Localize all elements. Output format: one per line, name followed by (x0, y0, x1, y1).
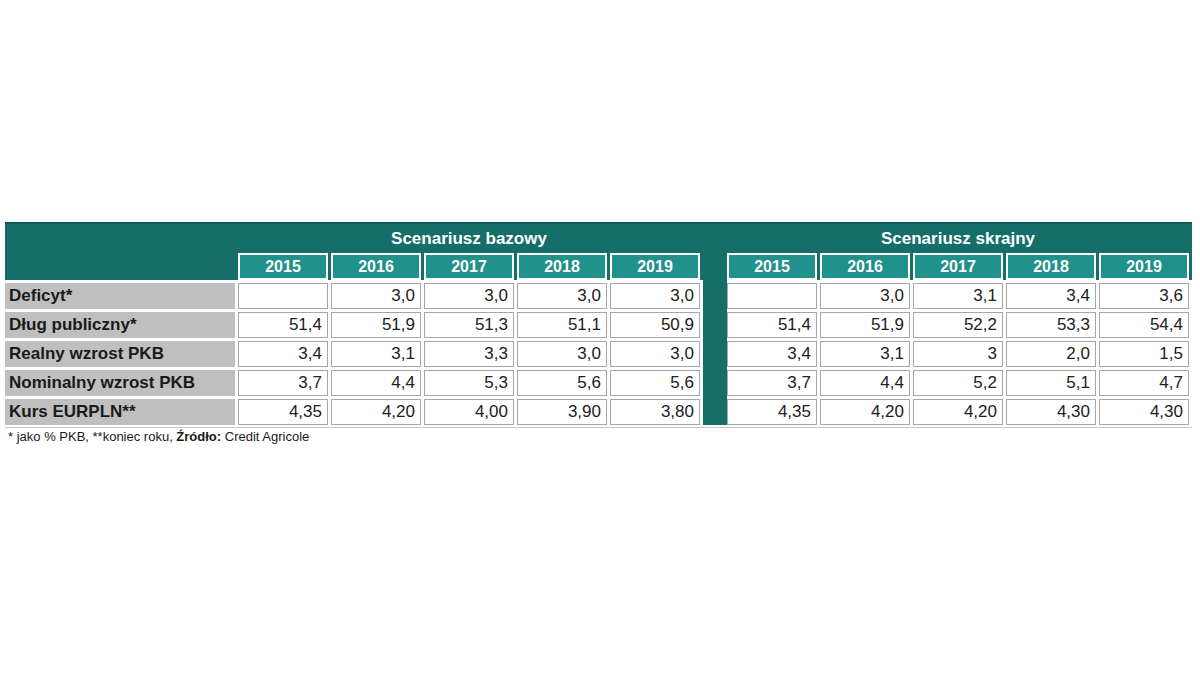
cell-bazowy: 5,3 (424, 370, 514, 396)
cell-skrajny: 3,4 (727, 341, 817, 367)
cell-bazowy: 4,4 (331, 370, 421, 396)
cell-bazowy: 3,90 (517, 399, 607, 425)
cell-skrajny: 1,5 (1099, 341, 1189, 367)
cell-bazowy: 3,0 (610, 341, 700, 367)
scenario-table: Scenariusz bazowy Scenariusz skrajny 201… (5, 222, 1192, 428)
cell-skrajny: 3,1 (913, 283, 1003, 309)
cell-skrajny: 4,7 (1099, 370, 1189, 396)
cell-skrajny: 4,20 (913, 399, 1003, 425)
cell-skrajny: 4,30 (1006, 399, 1096, 425)
row-label: Kurs EURPLN** (5, 399, 235, 425)
cell-skrajny: 5,1 (1006, 370, 1096, 396)
cell-skrajny: 4,30 (1099, 399, 1189, 425)
table-header-band: Scenariusz bazowy Scenariusz skrajny 201… (5, 222, 1192, 280)
cell-bazowy: 50,9 (610, 312, 700, 338)
year-header-bazowy-2015: 2015 (238, 253, 328, 280)
cell-bazowy: 51,4 (238, 312, 328, 338)
cell-skrajny (727, 283, 817, 309)
table-row: Kurs EURPLN** 4,35 4,20 4,00 3,90 3,80 4… (5, 399, 1192, 425)
cell-bazowy: 3,4 (238, 341, 328, 367)
year-header-bazowy-2017: 2017 (424, 253, 514, 280)
cell-skrajny: 3,4 (1006, 283, 1096, 309)
table-body: Deficyt* 3,0 3,0 3,0 3,0 3,0 3,1 3,4 3,6… (5, 283, 1192, 428)
year-header-skrajny-2017: 2017 (913, 253, 1003, 280)
cell-bazowy: 4,35 (238, 399, 328, 425)
year-header-skrajny-2019: 2019 (1099, 253, 1189, 280)
cell-bazowy (238, 283, 328, 309)
cell-bazowy: 3,80 (610, 399, 700, 425)
page: { "chart_data": { "type": "table", "titl… (0, 0, 1200, 675)
year-header-skrajny-2018: 2018 (1006, 253, 1096, 280)
cell-skrajny: 54,4 (1099, 312, 1189, 338)
cell-bazowy: 3,1 (331, 341, 421, 367)
cell-skrajny: 3,6 (1099, 283, 1189, 309)
cell-skrajny: 4,4 (820, 370, 910, 396)
year-header-bazowy-2016: 2016 (331, 253, 421, 280)
cell-bazowy: 4,20 (331, 399, 421, 425)
footnote-text: * jako % PKB, **koniec roku, (8, 429, 176, 444)
cell-skrajny: 5,2 (913, 370, 1003, 396)
cell-bazowy: 5,6 (517, 370, 607, 396)
cell-skrajny: 4,20 (820, 399, 910, 425)
table-row: Dług publiczny* 51,4 51,9 51,3 51,1 50,9… (5, 312, 1192, 338)
cell-skrajny: 3,1 (820, 341, 910, 367)
row-label: Dług publiczny* (5, 312, 235, 338)
cell-skrajny: 51,4 (727, 312, 817, 338)
cell-bazowy: 3,7 (238, 370, 328, 396)
cell-bazowy: 51,3 (424, 312, 514, 338)
cell-bazowy: 3,0 (331, 283, 421, 309)
cell-skrajny: 3,0 (820, 283, 910, 309)
cell-skrajny: 52,2 (913, 312, 1003, 338)
table-row: Deficyt* 3,0 3,0 3,0 3,0 3,0 3,1 3,4 3,6 (5, 283, 1192, 309)
cell-bazowy: 51,1 (517, 312, 607, 338)
cell-skrajny: 51,9 (820, 312, 910, 338)
section-separator (703, 225, 727, 425)
cell-bazowy: 3,0 (610, 283, 700, 309)
cell-bazowy: 51,9 (331, 312, 421, 338)
table-row: Realny wzrost PKB 3,4 3,1 3,3 3,0 3,0 3,… (5, 341, 1192, 367)
footnote-source-label: Źródło: (176, 429, 221, 444)
footnote-source-value: Credit Agricole (221, 429, 309, 444)
cell-skrajny: 3,7 (727, 370, 817, 396)
cell-skrajny: 2,0 (1006, 341, 1096, 367)
year-header-skrajny-2015: 2015 (727, 253, 817, 280)
row-label: Realny wzrost PKB (5, 341, 235, 367)
year-header-bazowy-2019: 2019 (610, 253, 700, 280)
cell-bazowy: 3,0 (517, 283, 607, 309)
cell-skrajny: 4,35 (727, 399, 817, 425)
cell-bazowy: 3,0 (517, 341, 607, 367)
row-label: Nominalny wzrost PKB (5, 370, 235, 396)
year-header-skrajny-2016: 2016 (820, 253, 910, 280)
section-title-bazowy: Scenariusz bazowy (238, 226, 700, 252)
table-row: Nominalny wzrost PKB 3,7 4,4 5,3 5,6 5,6… (5, 370, 1192, 396)
row-label: Deficyt* (5, 283, 235, 309)
table-footnote: * jako % PKB, **koniec roku, Źródło: Cre… (8, 429, 309, 444)
cell-skrajny: 53,3 (1006, 312, 1096, 338)
cell-bazowy: 3,0 (424, 283, 514, 309)
cell-bazowy: 3,3 (424, 341, 514, 367)
year-header-bazowy-2018: 2018 (517, 253, 607, 280)
cell-bazowy: 5,6 (610, 370, 700, 396)
cell-bazowy: 4,00 (424, 399, 514, 425)
cell-skrajny: 3 (913, 341, 1003, 367)
section-title-skrajny: Scenariusz skrajny (727, 226, 1189, 252)
